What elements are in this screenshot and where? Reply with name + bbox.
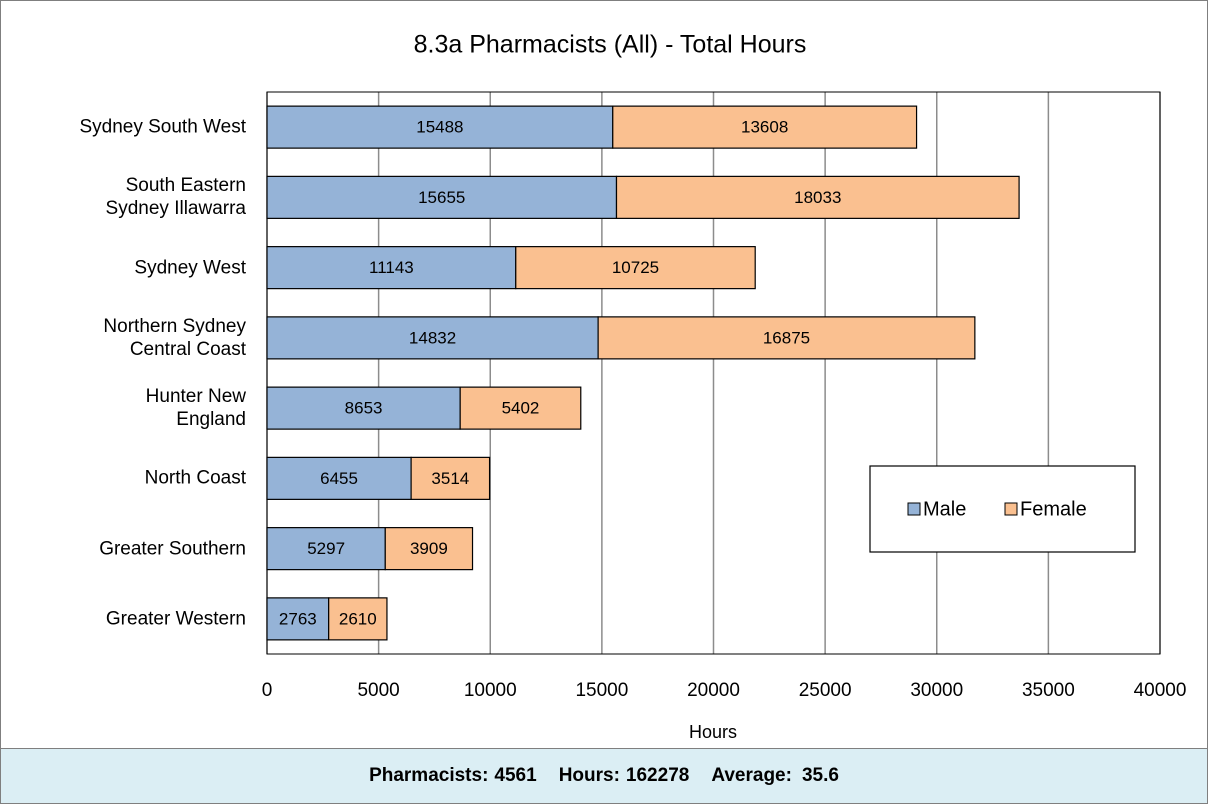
data-label: 13608 bbox=[741, 118, 788, 137]
data-label: 3909 bbox=[410, 539, 448, 558]
data-label: 5402 bbox=[502, 399, 540, 418]
bar-segment bbox=[515, 246, 756, 290]
summary-label: Pharmacists: bbox=[369, 765, 489, 786]
legend-swatch bbox=[907, 502, 921, 516]
y-tick-label: Sydney West bbox=[134, 257, 246, 279]
x-axis-label: Hours bbox=[689, 722, 737, 742]
data-label: 2610 bbox=[339, 609, 377, 628]
x-tick-label: 5000 bbox=[357, 680, 399, 701]
bar-segment bbox=[266, 456, 412, 500]
bar-segment bbox=[410, 456, 491, 500]
data-label: 18033 bbox=[794, 188, 841, 207]
summary-item: Average: 35.6 bbox=[711, 765, 839, 787]
x-tick-label: 10000 bbox=[464, 680, 517, 701]
summary-item: Hours: 162278 bbox=[559, 765, 690, 787]
bar-segment bbox=[615, 175, 1020, 219]
bar-segment bbox=[459, 386, 582, 430]
bar-segment bbox=[266, 386, 461, 430]
legend-label: Male bbox=[923, 498, 966, 520]
y-tick-label: Sydney South West bbox=[79, 116, 246, 138]
x-tick-label: 40000 bbox=[1134, 680, 1187, 701]
summary-value: 4561 bbox=[494, 765, 537, 786]
data-label: 15655 bbox=[418, 188, 465, 207]
data-label: 14832 bbox=[409, 328, 456, 347]
summary-label: Average: bbox=[711, 765, 792, 786]
data-label: 11143 bbox=[369, 258, 414, 277]
data-label: 6455 bbox=[320, 469, 358, 488]
data-label: 10725 bbox=[612, 258, 659, 277]
bar-segment bbox=[266, 246, 517, 290]
data-label: 5297 bbox=[307, 539, 345, 558]
x-tick-label: 30000 bbox=[910, 680, 963, 701]
summary-label: Hours: bbox=[558, 765, 620, 786]
summary-value: 35.6 bbox=[801, 765, 839, 786]
data-label: 15488 bbox=[416, 118, 463, 137]
bar-segment bbox=[266, 597, 330, 641]
y-tick-label: Hunter New England bbox=[145, 386, 246, 431]
x-tick-label: 15000 bbox=[575, 680, 628, 701]
plot-frame bbox=[266, 91, 1161, 655]
bar-segment bbox=[328, 597, 388, 641]
y-tick-label: Northern Sydney Central Coast bbox=[103, 315, 246, 360]
y-tick-label: Greater Southern bbox=[99, 538, 246, 560]
summary-value: 162278 bbox=[625, 765, 690, 786]
bar-segment bbox=[597, 316, 976, 360]
summary-bar: Pharmacists: 4561 Hours: 162278 Average: 35.6 bbox=[0, 748, 1208, 804]
x-tick-label: 0 bbox=[262, 680, 273, 701]
bar-segment bbox=[266, 175, 618, 219]
legend-label: Female bbox=[1020, 498, 1087, 520]
y-tick-label: Greater Western bbox=[105, 608, 246, 630]
chart-title: 8.3a Pharmacists (All) - Total Hours bbox=[414, 31, 807, 59]
data-label: 8653 bbox=[345, 399, 383, 418]
legend-swatch bbox=[1004, 502, 1018, 516]
bar-segment bbox=[384, 527, 474, 571]
x-tick-label: 25000 bbox=[799, 680, 852, 701]
x-tick-label: 20000 bbox=[687, 680, 740, 701]
x-tick-label: 35000 bbox=[1022, 680, 1075, 701]
summary-item: Pharmacists: 4561 bbox=[369, 765, 537, 787]
data-label: 3514 bbox=[431, 469, 469, 488]
bar-segment bbox=[612, 105, 918, 149]
data-label: 2763 bbox=[279, 609, 317, 628]
y-tick-label: North Coast bbox=[144, 467, 246, 489]
y-tick-label: South Eastern Sydney Illawarra bbox=[105, 175, 246, 220]
data-label: 16875 bbox=[763, 328, 810, 347]
